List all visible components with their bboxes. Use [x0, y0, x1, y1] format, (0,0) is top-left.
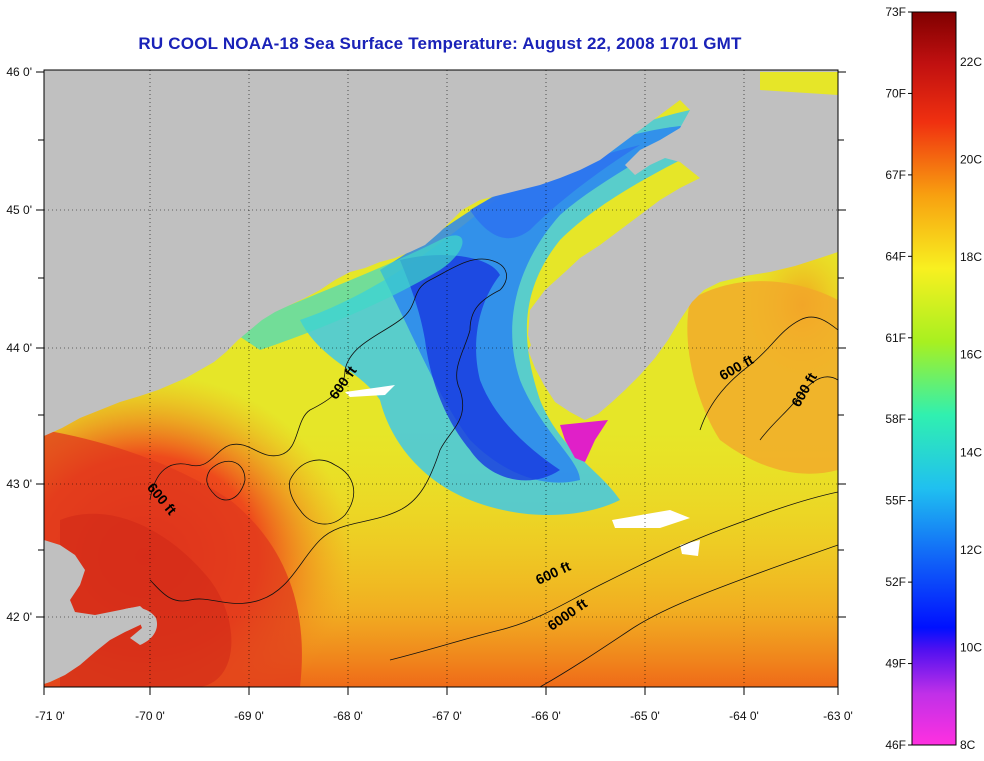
colorbar-celsius-labels: 22C 20C 18C 16C 14C 12C 10C 8C [960, 55, 982, 752]
colorbar-fahrenheit-label: 49F [885, 657, 906, 671]
colorbar-fahrenheit-label: 67F [885, 168, 906, 182]
colorbar-fahrenheit-label: 70F [885, 86, 906, 100]
grid-lines [44, 70, 838, 687]
colorbar-celsius-label: 14C [960, 445, 982, 459]
lat-tick-label: 42 0' [6, 610, 32, 624]
land-cape-cod [44, 540, 150, 684]
lon-tick-label: -65 0' [630, 709, 660, 723]
lon-tick-label: -69 0' [234, 709, 264, 723]
colorbar-celsius-label: 10C [960, 640, 982, 654]
lon-tick-label: -68 0' [333, 709, 363, 723]
tick-marks [36, 71, 846, 695]
lon-tick-label: -66 0' [531, 709, 561, 723]
colorbar-ticks [908, 11, 912, 746]
warm-east-patch [687, 281, 838, 474]
isobath-6000ft [539, 544, 838, 687]
isobath-600ft-east [699, 316, 838, 431]
colorbar-fahrenheit-label: 55F [885, 494, 906, 508]
lon-tick-label: -67 0' [432, 709, 462, 723]
x-axis-labels: -71 0' -70 0' -69 0' -68 0' -67 0' -66 0… [35, 709, 853, 723]
color-scale: 73F 70F 67F 64F 61F 58F 55F 52F 49F 46F 22C 20C 18C… [885, 5, 982, 752]
lon-tick-label: -71 0' [35, 709, 65, 723]
land-nova-scotia [528, 220, 838, 420]
lon-tick-label: -64 0' [729, 709, 759, 723]
colorbar-celsius-label: 16C [960, 348, 982, 362]
colorbar-celsius-label: 18C [960, 250, 982, 264]
isobath-contours [149, 258, 838, 687]
isobath-600ft-west [149, 258, 507, 604]
colorbar-fahrenheit-label: 58F [885, 412, 906, 426]
fundy-channel [470, 145, 640, 239]
cold-core-region [400, 255, 560, 481]
coastal-cool-band [230, 235, 463, 350]
map-title: RU COOL NOAA-18 Sea Surface Temperature:… [138, 34, 742, 53]
cloud-patch [612, 510, 690, 528]
cool-gulf-region [300, 109, 729, 515]
y-axis-labels: 46 0' 45 0' 44 0' 43 0' 42 0' [6, 65, 32, 624]
sst-map: -71 0' -70 0' -69 0' -68 0' -67 0' -66 0… [6, 65, 853, 723]
lon-tick-label: -63 0' [823, 709, 853, 723]
plot-frame [43, 69, 839, 688]
colorbar-celsius-label: 12C [960, 543, 982, 557]
colorbar-celsius-label: 8C [960, 738, 976, 752]
colorbar-fahrenheit-label: 46F [885, 738, 906, 752]
lon-tick-label: -70 0' [135, 709, 165, 723]
isobath-600ft-east2 [759, 376, 838, 441]
colorbar-fahrenheit-labels: 73F 70F 67F 64F 61F 58F 55F 52F 49F 46F [885, 5, 906, 752]
isobath-600ft-south [389, 491, 838, 661]
colorbar-celsius-label: 20C [960, 153, 982, 167]
lat-tick-label: 43 0' [6, 477, 32, 491]
lat-tick-label: 44 0' [6, 341, 32, 355]
isobath-600ft-basin [206, 460, 246, 501]
colorbar-gradient [911, 11, 957, 746]
isobath-600ft-inner [289, 459, 354, 525]
lat-tick-label: 45 0' [6, 203, 32, 217]
colorbar-fahrenheit-label: 64F [885, 249, 906, 263]
colorbar-fahrenheit-label: 73F [885, 5, 906, 19]
cold-anomaly-patch [560, 420, 608, 462]
colorbar-fahrenheit-label: 61F [885, 331, 906, 345]
colorbar-fahrenheit-label: 52F [885, 575, 906, 589]
cloud-patch-mid [345, 385, 395, 397]
colorbar-celsius-label: 22C [960, 55, 982, 69]
lat-tick-label: 46 0' [6, 65, 32, 79]
land-cape-cod-hook [118, 607, 158, 645]
